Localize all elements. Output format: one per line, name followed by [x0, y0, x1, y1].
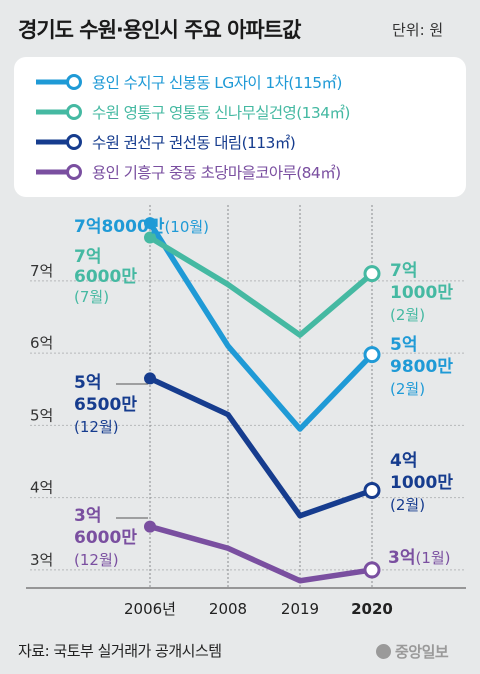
y-tick-label: 7억 [30, 262, 53, 280]
legend-marker-icon [36, 104, 82, 120]
start-label: (12월) [74, 551, 119, 569]
data-point [144, 231, 156, 244]
end-label: 4억 [390, 451, 417, 471]
start-label: (12월) [74, 418, 119, 436]
y-tick-label: 4억 [30, 479, 53, 497]
start-label: 5억 [74, 373, 101, 393]
legend-item: 용인 수지구 신봉동 LG자이 1차(115㎡) [36, 69, 342, 95]
logo-mark-icon [376, 644, 391, 659]
label-part: (1월) [415, 549, 450, 567]
data-point [144, 372, 156, 385]
start-label: 6000만 [74, 528, 137, 548]
series-line [147, 234, 375, 338]
end-label: (2월) [390, 496, 425, 514]
legend-marker-icon [36, 74, 82, 90]
chart-title: 경기도 수원·용인시 주요 아파트값 [18, 18, 301, 42]
end-label: (2월) [390, 380, 425, 398]
start-label: 3억 [74, 506, 101, 526]
y-tick-label: 3억 [30, 551, 53, 569]
legend-item: 수원 권선구 권선동 대림(113㎡) [36, 129, 296, 155]
source-note: 자료: 국토부 실거래가 공개시스템 [18, 642, 222, 660]
legend-marker-icon [36, 134, 82, 150]
data-point [363, 481, 381, 499]
logo-text: 중앙일보 [395, 643, 449, 661]
data-point [144, 217, 156, 230]
label-part: 7억8000만 [74, 217, 165, 237]
legend-label: 수원 권선구 권선동 대림(113㎡) [92, 134, 296, 152]
x-tick-label: 2020 [351, 600, 393, 618]
label-part: (10월) [164, 218, 209, 236]
end-label: 1000만 [390, 283, 453, 303]
series-line [147, 375, 375, 519]
end-label: 9800만 [390, 357, 453, 377]
legend-label: 용인 기흥구 중동 초당마을코아루(84㎡) [92, 164, 341, 182]
legend: 용인 수지구 신봉동 LG자이 1차(115㎡) 수원 영통구 영통동 신나무실건… [14, 57, 466, 197]
legend-label: 수원 영통구 영통동 신나무실건영(134㎡) [92, 104, 350, 122]
start-label: 7억8000만(10월) [74, 217, 209, 237]
end-label: (2월) [390, 306, 425, 324]
start-label: 6000만 [74, 267, 137, 287]
y-tick-label: 6억 [30, 334, 53, 352]
legend-label: 용인 수지구 신봉동 LG자이 1차(115㎡) [92, 74, 342, 92]
series-line [147, 523, 375, 584]
data-point [363, 346, 381, 364]
label-part: 3억 [388, 548, 415, 568]
start-label: 6500만 [74, 395, 137, 415]
unit-label: 단위: 원 [392, 21, 444, 39]
end-label: 7억 [390, 261, 417, 281]
legend-marker-icon [36, 164, 82, 180]
end-label: 1000만 [390, 473, 453, 493]
legend-item: 수원 영통구 영통동 신나무실건영(134㎡) [36, 99, 350, 125]
series-line [147, 220, 375, 432]
y-tick-label: 5억 [30, 406, 53, 424]
end-label: 5억 [390, 335, 417, 355]
x-tick-label: 2008 [209, 600, 247, 618]
publisher-logo: 중앙일보 [376, 641, 449, 662]
data-point [144, 520, 156, 533]
x-tick-label: 2006년 [124, 600, 176, 618]
start-label: 7억 [74, 247, 101, 267]
x-tick-label: 2019 [281, 600, 319, 618]
legend-item: 용인 기흥구 중동 초당마을코아루(84㎡) [36, 159, 341, 185]
data-point [363, 265, 381, 283]
data-point [363, 561, 381, 579]
end-label: 3억(1월) [388, 548, 451, 568]
start-label: (7월) [74, 288, 109, 306]
